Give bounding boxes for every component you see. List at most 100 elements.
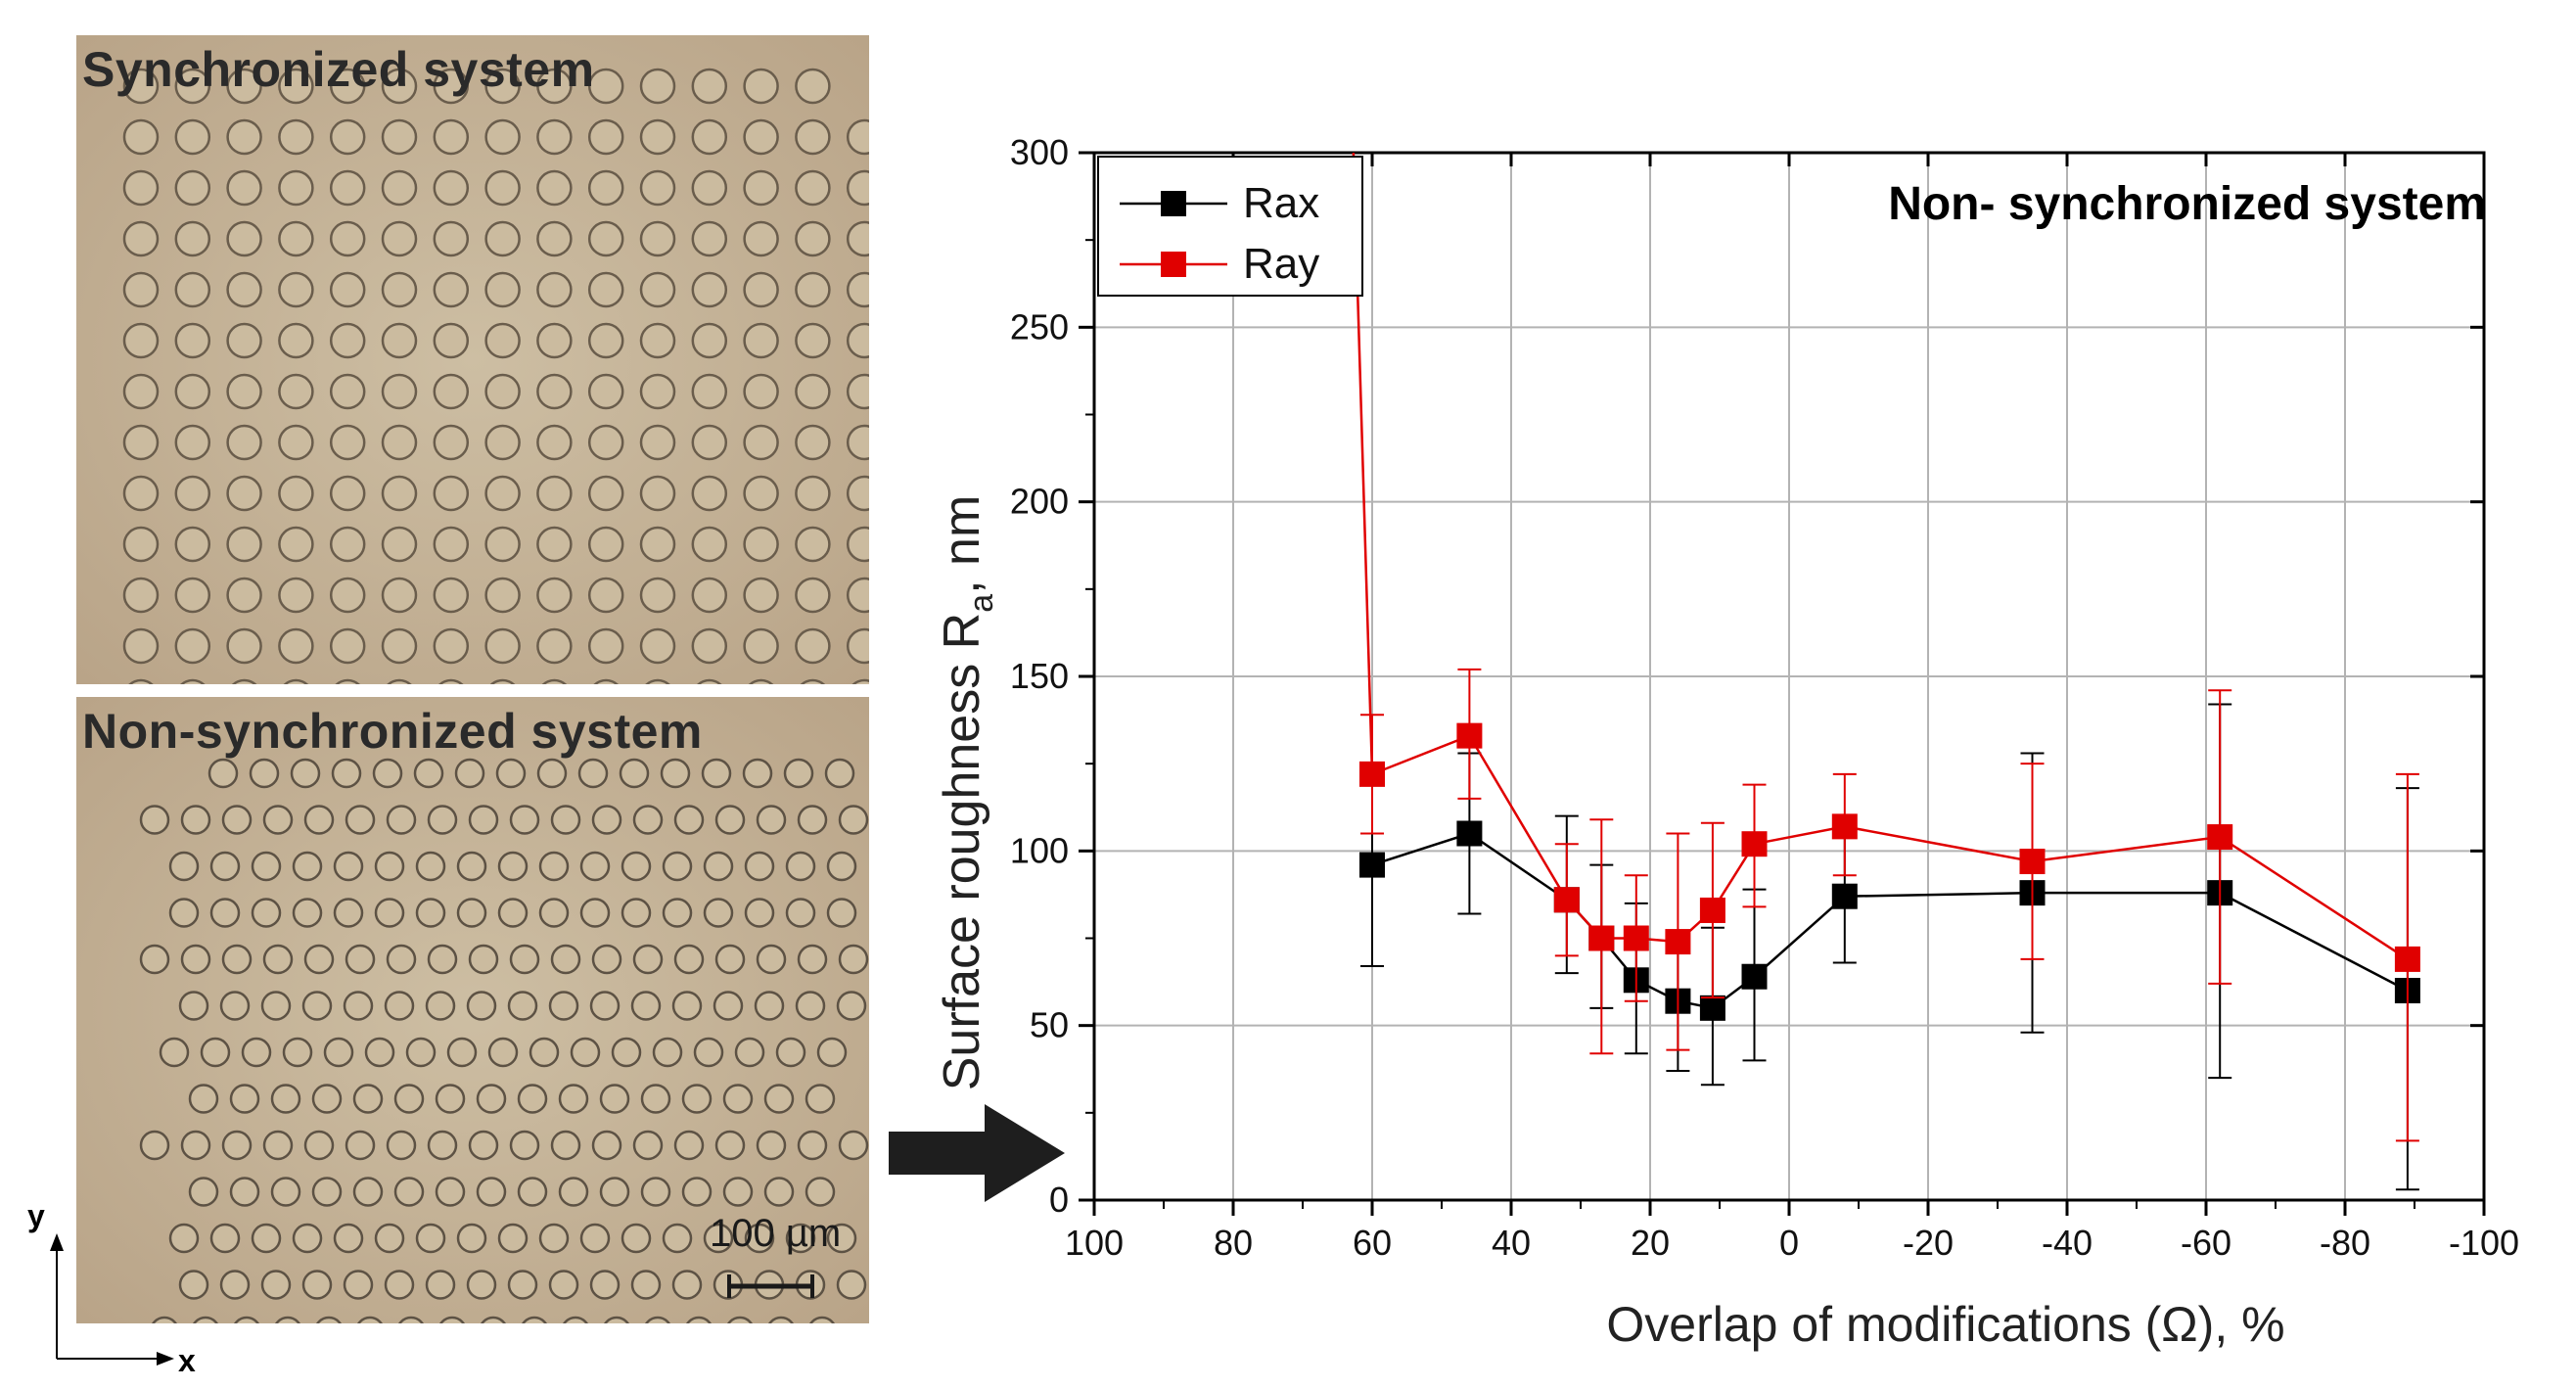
microdot [316, 1316, 342, 1323]
microdot [558, 1177, 589, 1207]
microdot [548, 991, 579, 1021]
microdot [122, 577, 160, 614]
microdot [599, 1177, 630, 1207]
microdot [168, 1223, 200, 1254]
microdot [714, 944, 746, 975]
microdot [536, 627, 573, 665]
microdot [673, 805, 705, 835]
y-tick-label: 250 [1010, 306, 1069, 347]
microdot [785, 851, 816, 882]
microdot [621, 851, 652, 882]
microdot [484, 68, 521, 105]
microdot [174, 118, 211, 156]
microdot [301, 991, 333, 1021]
data-point [1359, 761, 1385, 787]
microdot [174, 271, 211, 308]
microdot [278, 577, 314, 614]
microdot [805, 1084, 836, 1114]
chart-title: Non- synchronized system [1888, 178, 2486, 230]
microdot [619, 758, 650, 789]
microdot [374, 851, 405, 882]
microdot [174, 169, 211, 207]
microdot [122, 68, 160, 105]
synchronized-title: Synchronized system [82, 42, 595, 97]
microdot [219, 1270, 251, 1300]
microdot [691, 475, 728, 512]
microdot [846, 118, 869, 156]
microdot [589, 991, 621, 1021]
microdot [497, 898, 529, 928]
microdot [639, 577, 676, 614]
microdot [219, 991, 251, 1021]
microdot [743, 475, 779, 512]
axes: 100 80 60 40 20 0 -20 -40 -60 -80 -100050100150200… [1010, 132, 2519, 1263]
microdot [713, 991, 744, 1021]
legend-label: Rax [1243, 179, 1319, 227]
series-rax [1359, 703, 2420, 1191]
microdot [433, 577, 470, 614]
microdot [522, 1316, 547, 1323]
microdot [785, 898, 816, 928]
x-tick-label: 0 [1779, 1223, 1799, 1263]
microdot [691, 220, 728, 257]
microdot [686, 1316, 712, 1323]
microdot [795, 475, 831, 512]
microdot [536, 577, 573, 614]
microdot [495, 758, 527, 789]
microdot [329, 526, 366, 563]
microdot [329, 68, 366, 105]
microdot [221, 805, 253, 835]
microdot [476, 1084, 507, 1114]
microdot [278, 271, 314, 308]
microdot [826, 898, 857, 928]
microdot [795, 220, 831, 257]
microdot [673, 944, 705, 975]
microdot [587, 68, 624, 105]
microdot [538, 1223, 570, 1254]
microdot [599, 1084, 630, 1114]
microdot [484, 169, 521, 207]
microdot [270, 1084, 301, 1114]
microdot [497, 851, 529, 882]
microdot [193, 1316, 218, 1323]
microdot [456, 898, 487, 928]
microdot [591, 805, 622, 835]
microdot [292, 851, 323, 882]
microdot [587, 424, 624, 461]
microdot [372, 758, 403, 789]
microdot [343, 991, 374, 1021]
microdot [303, 1130, 335, 1161]
microdot [333, 898, 364, 928]
y-axis-arrowhead [50, 1233, 64, 1251]
microdot [122, 220, 160, 257]
microdot [846, 373, 869, 410]
microdot [333, 1223, 364, 1254]
microdot [433, 322, 470, 359]
data-point [1699, 995, 1725, 1021]
microdot [484, 373, 521, 410]
microdot [425, 1270, 456, 1300]
microdot [673, 1130, 705, 1161]
microdot [386, 944, 417, 975]
microdot [743, 577, 779, 614]
y-tick-label: 0 [1049, 1180, 1069, 1220]
microdot [278, 373, 314, 410]
y-axis-label-main: Surface roughness R [934, 613, 990, 1091]
microdot [437, 678, 464, 684]
microdot [743, 169, 779, 207]
microdot [226, 68, 262, 105]
microdot [691, 627, 728, 665]
microdot [652, 1037, 683, 1068]
microdot [262, 1130, 294, 1161]
y-axis-label-subscript: a [963, 594, 1000, 613]
microdot [497, 1223, 529, 1254]
microdot [174, 373, 211, 410]
microdot [593, 678, 620, 684]
microdot [775, 1037, 806, 1068]
microdot [727, 1316, 753, 1323]
microdot [645, 678, 670, 684]
microdot [174, 577, 211, 614]
microdot [122, 118, 160, 156]
x-tick-label: 60 [1353, 1223, 1392, 1263]
microdot [283, 678, 309, 684]
